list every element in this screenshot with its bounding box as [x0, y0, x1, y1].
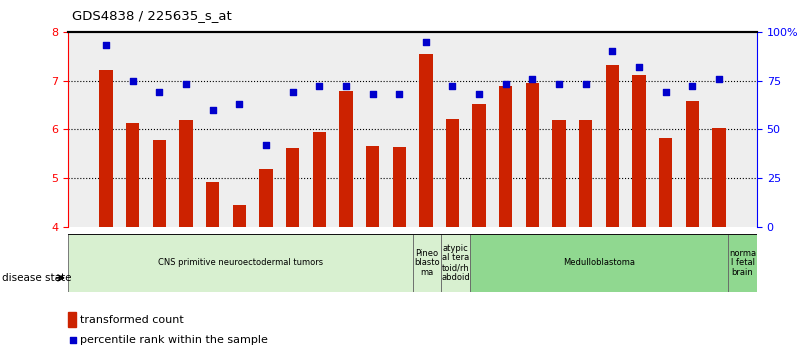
Point	[633, 64, 646, 70]
Text: CNS primitive neuroectodermal tumors: CNS primitive neuroectodermal tumors	[158, 258, 323, 267]
Text: percentile rank within the sample: percentile rank within the sample	[80, 335, 268, 345]
Text: Medulloblastoma: Medulloblastoma	[563, 258, 635, 267]
Bar	[632, 75, 646, 227]
Text: Pineo
blasto
ma: Pineo blasto ma	[414, 249, 440, 277]
Bar	[686, 101, 699, 227]
Point	[366, 91, 379, 97]
Bar	[68, 234, 413, 292]
Bar	[446, 119, 459, 227]
Bar	[606, 65, 619, 227]
Bar	[392, 147, 406, 227]
Bar	[366, 146, 379, 227]
Point	[127, 78, 139, 84]
Point	[153, 89, 166, 95]
Bar	[286, 148, 300, 227]
Bar	[525, 83, 539, 227]
Point	[659, 89, 672, 95]
Bar	[499, 86, 513, 227]
Point	[233, 101, 246, 107]
Bar	[579, 120, 593, 227]
Point	[392, 91, 405, 97]
Bar	[179, 120, 193, 227]
Point	[446, 84, 459, 89]
Point	[260, 142, 272, 148]
Bar	[553, 120, 566, 227]
Point	[713, 76, 726, 81]
Point	[313, 84, 326, 89]
Bar	[206, 182, 219, 227]
Point	[553, 81, 566, 87]
Bar	[153, 140, 166, 227]
Bar	[260, 169, 272, 227]
Point	[286, 89, 299, 95]
Bar	[441, 234, 470, 292]
Point	[526, 76, 539, 81]
Bar	[312, 132, 326, 227]
Point	[579, 81, 592, 87]
Bar	[413, 234, 441, 292]
Point	[99, 43, 112, 48]
Point	[606, 48, 619, 54]
Bar	[473, 104, 485, 227]
Point	[473, 91, 485, 97]
Text: disease state: disease state	[2, 273, 72, 283]
Bar	[470, 234, 728, 292]
Bar	[419, 54, 433, 227]
Bar	[126, 124, 139, 227]
Point	[206, 107, 219, 113]
Bar	[712, 128, 726, 227]
Bar	[340, 91, 352, 227]
Text: transformed count: transformed count	[80, 315, 184, 325]
Bar	[232, 205, 246, 227]
Text: atypic
al tera
toid/rh
abdoid: atypic al tera toid/rh abdoid	[441, 244, 470, 282]
Point	[340, 84, 352, 89]
Bar	[68, 312, 76, 327]
Bar	[659, 138, 672, 227]
Bar	[99, 70, 113, 227]
Text: GDS4838 / 225635_s_at: GDS4838 / 225635_s_at	[72, 9, 231, 22]
Point	[686, 84, 698, 89]
Point	[179, 81, 192, 87]
Bar	[728, 234, 757, 292]
Point	[420, 39, 433, 45]
Point	[499, 81, 512, 87]
Point	[66, 337, 79, 343]
Text: norma
l fetal
brain: norma l fetal brain	[729, 249, 756, 277]
